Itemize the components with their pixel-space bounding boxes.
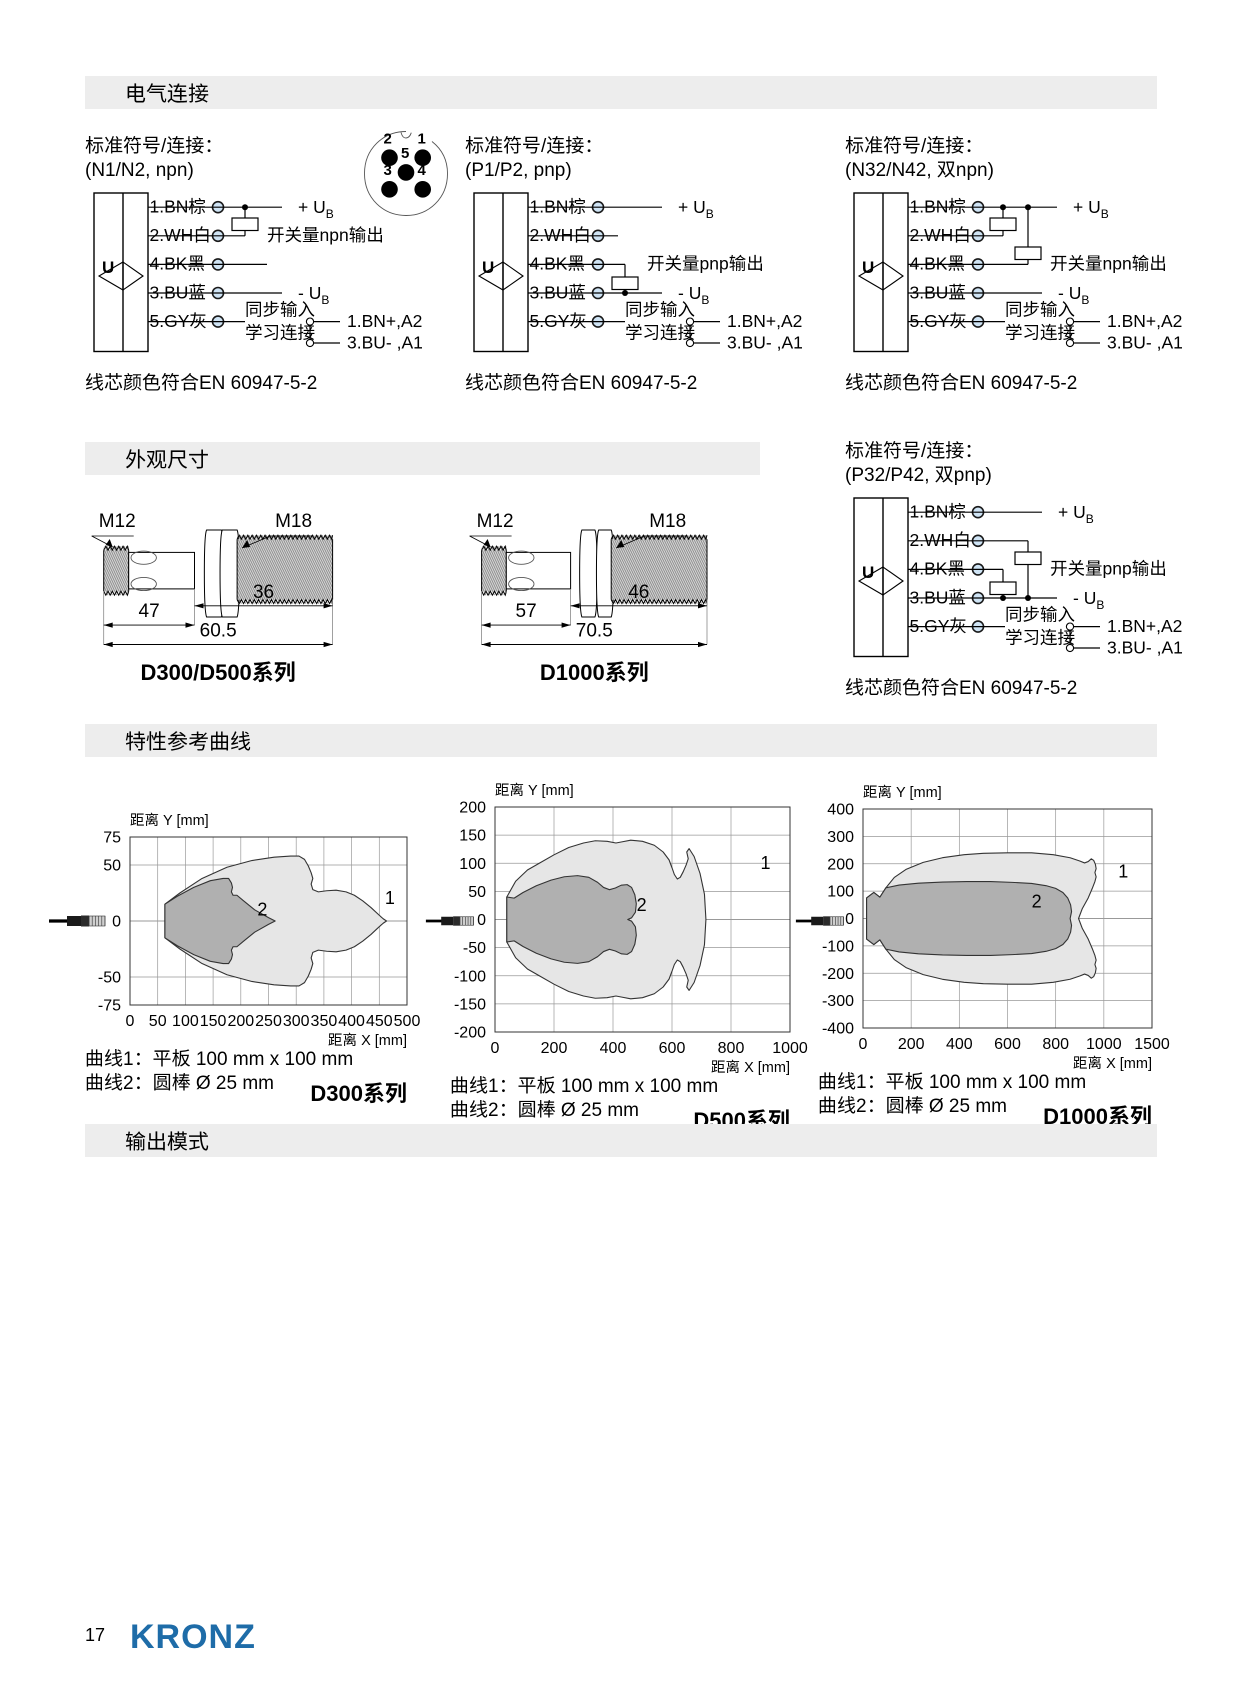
svg-text:100: 100 [827, 884, 854, 901]
svg-text:150: 150 [200, 1013, 227, 1030]
svg-text:1: 1 [1118, 861, 1128, 881]
svg-text:2: 2 [1032, 892, 1042, 912]
svg-text:300: 300 [827, 829, 854, 846]
svg-text:曲线2：圆棒 Ø 25 mm: 曲线2：圆棒 Ø 25 mm [818, 1095, 1007, 1117]
svg-text:-300: -300 [822, 993, 854, 1010]
svg-text:0: 0 [112, 914, 121, 931]
svg-text:距离 Y [mm]: 距离 Y [mm] [495, 782, 574, 799]
svg-text:距离 X [mm]: 距离 X [mm] [1073, 1055, 1152, 1072]
svg-text:100: 100 [172, 1013, 199, 1030]
svg-text:150: 150 [459, 828, 486, 845]
svg-text:KRONZ: KRONZ [130, 1618, 256, 1656]
svg-text:400: 400 [338, 1013, 365, 1030]
svg-text:50: 50 [103, 858, 121, 875]
svg-text:400: 400 [600, 1040, 627, 1057]
svg-text:300: 300 [283, 1013, 310, 1030]
svg-text:-400: -400 [822, 1021, 854, 1038]
svg-text:2: 2 [257, 899, 267, 919]
svg-text:-200: -200 [822, 966, 854, 983]
svg-text:距离 Y [mm]: 距离 Y [mm] [863, 784, 942, 801]
svg-text:-50: -50 [463, 940, 486, 957]
svg-text:350: 350 [311, 1013, 338, 1030]
svg-text:50: 50 [149, 1013, 167, 1030]
svg-text:200: 200 [227, 1013, 254, 1030]
svg-text:600: 600 [994, 1036, 1021, 1053]
svg-text:50: 50 [468, 884, 486, 901]
svg-text:1000: 1000 [772, 1040, 808, 1057]
svg-text:-200: -200 [454, 1025, 486, 1042]
svg-text:600: 600 [659, 1040, 686, 1057]
svg-text:-100: -100 [822, 938, 854, 955]
svg-text:距离 Y [mm]: 距离 Y [mm] [130, 812, 209, 829]
svg-text:100: 100 [459, 856, 486, 873]
svg-text:250: 250 [255, 1013, 282, 1030]
svg-text:-50: -50 [98, 970, 121, 987]
svg-text:距离 X [mm]: 距离 X [mm] [711, 1059, 790, 1076]
svg-text:D300系列: D300系列 [310, 1081, 407, 1106]
svg-text:-100: -100 [454, 968, 486, 985]
svg-text:1: 1 [761, 853, 771, 873]
svg-text:距离 X [mm]: 距离 X [mm] [328, 1032, 407, 1049]
svg-text:75: 75 [103, 830, 121, 847]
svg-text:500: 500 [394, 1013, 421, 1030]
svg-text:曲线1：平板 100 mm x 100 mm: 曲线1：平板 100 mm x 100 mm [85, 1049, 353, 1070]
svg-text:200: 200 [459, 800, 486, 817]
svg-text:曲线1：平板 100 mm x 100 mm: 曲线1：平板 100 mm x 100 mm [450, 1076, 718, 1097]
svg-text:0: 0 [491, 1040, 500, 1057]
svg-text:200: 200 [541, 1040, 568, 1057]
svg-text:1000: 1000 [1086, 1036, 1122, 1053]
svg-text:200: 200 [827, 856, 854, 873]
svg-text:曲线1：平板 100 mm x 100 mm: 曲线1：平板 100 mm x 100 mm [818, 1072, 1086, 1093]
svg-text:450: 450 [366, 1013, 393, 1030]
svg-text:800: 800 [1042, 1036, 1069, 1053]
svg-text:0: 0 [845, 911, 854, 928]
svg-text:0: 0 [859, 1036, 868, 1053]
svg-text:1500: 1500 [1134, 1036, 1170, 1053]
svg-text:曲线2：圆棒 Ø 25 mm: 曲线2：圆棒 Ø 25 mm [85, 1072, 274, 1094]
svg-text:200: 200 [898, 1036, 925, 1053]
svg-text:400: 400 [827, 802, 854, 819]
svg-text:曲线2：圆棒 Ø 25 mm: 曲线2：圆棒 Ø 25 mm [450, 1099, 639, 1121]
svg-text:2: 2 [637, 895, 647, 915]
svg-text:0: 0 [477, 912, 486, 929]
svg-text:400: 400 [946, 1036, 973, 1053]
svg-text:1: 1 [385, 888, 395, 908]
svg-text:-75: -75 [98, 998, 121, 1015]
svg-text:800: 800 [718, 1040, 745, 1057]
svg-text:-150: -150 [454, 996, 486, 1013]
svg-text:0: 0 [126, 1013, 135, 1030]
